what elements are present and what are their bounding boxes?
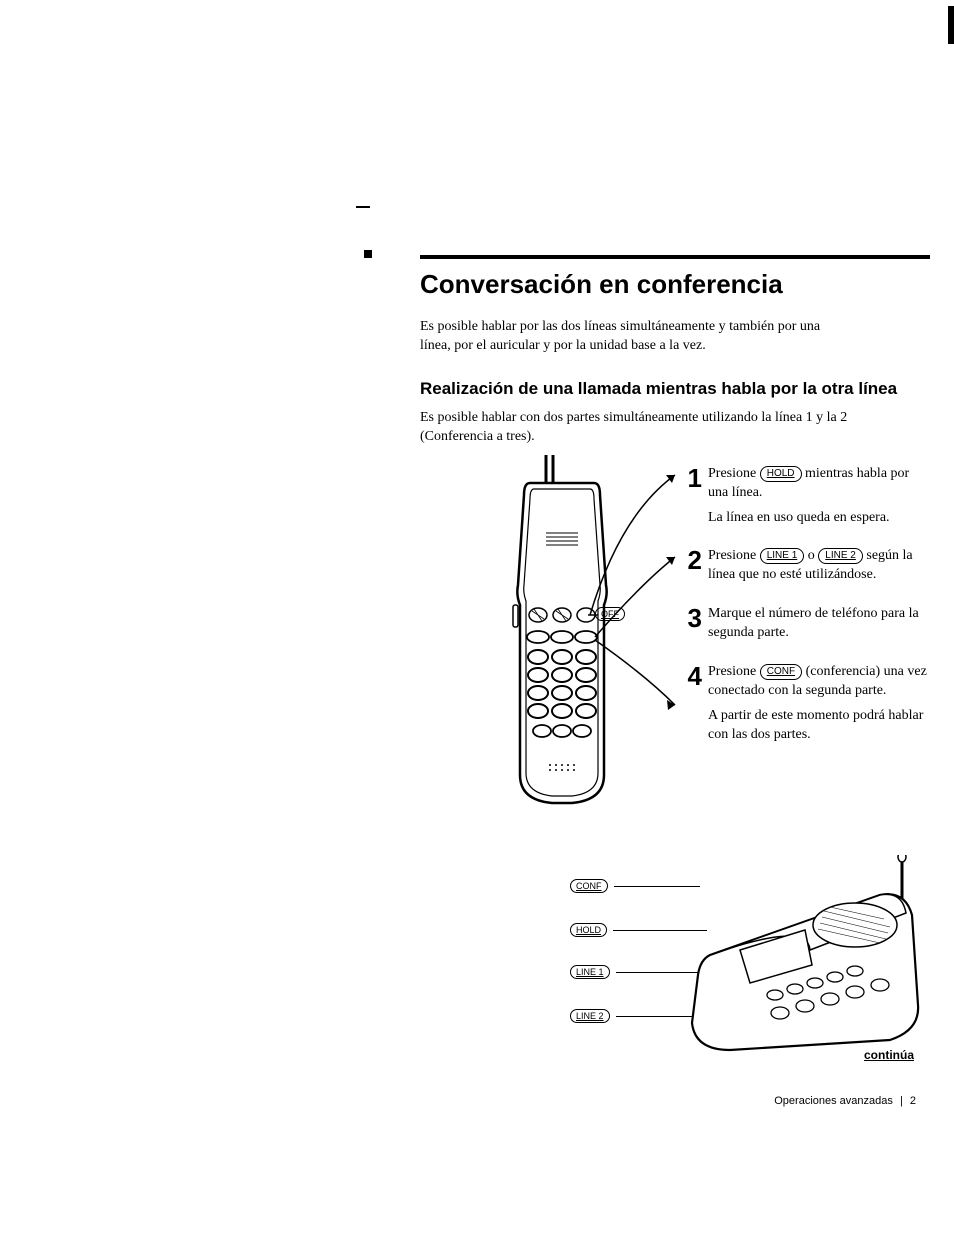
footer-page-number: 2 [910, 1095, 916, 1107]
page-title: Conversación en conferencia [420, 269, 930, 300]
continued-label: continúa [864, 1048, 914, 1062]
footer-divider: | [900, 1095, 903, 1107]
step-number: 1 [680, 465, 708, 491]
step-text: Presione [708, 548, 760, 563]
step-body: Marque el número de teléfono para la seg… [708, 605, 930, 649]
step-1: 1 Presione HOLD mientras habla por una l… [680, 465, 930, 534]
main-content: Conversación en conferencia Es posible h… [420, 255, 930, 845]
step-text: Presione [708, 466, 760, 481]
step-text: La línea en uso queda en espera. [708, 509, 930, 528]
step-4: 4 Presione CONF (conferencia) una vez co… [680, 663, 930, 751]
conf-button-label: CONF [760, 664, 802, 680]
step-text: Marque el número de teléfono para la seg… [708, 605, 930, 643]
conf-button-label: CONF [570, 879, 608, 893]
step-number: 2 [680, 547, 708, 573]
step-text: o [804, 548, 818, 563]
step-number: 3 [680, 605, 708, 631]
handset-diagram: OFF 1 [420, 455, 930, 845]
line1-button-label: LINE 1 [570, 965, 610, 979]
scan-artifact-dash [356, 206, 370, 208]
step-3: 3 Marque el número de teléfono para la s… [680, 605, 930, 649]
section-subhead: Realización de una llamada mientras habl… [420, 378, 930, 399]
step-text: A partir de este momento podrá hablar co… [708, 707, 930, 745]
line2-button-label: LINE 2 [570, 1009, 610, 1023]
scan-edge-mark [948, 6, 954, 44]
step-2: 2 Presione LINE 1 o LINE 2 según la líne… [680, 547, 930, 591]
step-body: Presione HOLD mientras habla por una lín… [708, 465, 930, 534]
line2-button-label: LINE 2 [818, 548, 863, 564]
step-body: Presione CONF (conferencia) una vez cone… [708, 663, 930, 751]
step-text: Presione [708, 664, 760, 679]
page: Conversación en conferencia Es posible h… [0, 0, 954, 1233]
off-button-label: OFF [595, 607, 625, 621]
scan-artifact-square [364, 250, 372, 258]
step-body: Presione LINE 1 o LINE 2 según la línea … [708, 547, 930, 591]
title-rule [420, 255, 930, 259]
step-number: 4 [680, 663, 708, 689]
steps-list: 1 Presione HOLD mientras habla por una l… [680, 465, 930, 765]
page-footer: Operaciones avanzadas | 2 [774, 1095, 916, 1107]
intro-paragraph: Es posible hablar por las dos líneas sim… [420, 318, 840, 356]
base-station-icon [680, 855, 930, 1065]
subintro-paragraph: Es posible hablar con dos partes simultá… [420, 409, 860, 447]
base-unit-diagram: CONF HOLD LINE 1 LINE 2 [570, 865, 930, 1075]
handset-icon [480, 455, 640, 815]
footer-section-name: Operaciones avanzadas [774, 1095, 893, 1107]
line1-button-label: LINE 1 [760, 548, 805, 564]
hold-button-label: HOLD [760, 466, 802, 482]
hold-button-label: HOLD [570, 923, 607, 937]
